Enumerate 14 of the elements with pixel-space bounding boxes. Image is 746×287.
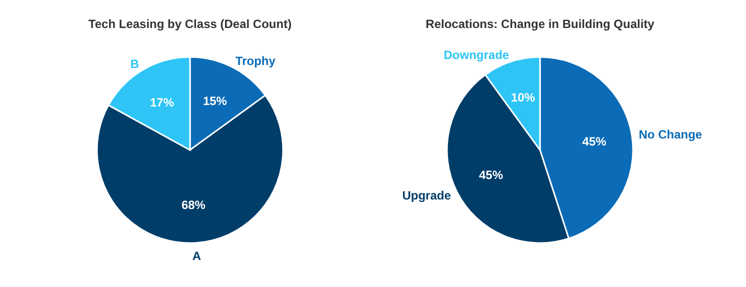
data-label: 45% [478,168,504,182]
slice-label: Downgrade [444,48,510,62]
slice-label: B [130,56,140,71]
data-label: 45% [582,134,607,148]
chart-title: Relocations: Change in Building Quality [426,17,655,31]
data-label: 10% [510,90,536,105]
chart-title: Tech Leasing by Class (Deal Count) [88,17,292,31]
data-label: 17% [150,96,174,110]
data-label: 15% [202,94,228,108]
slice-label: No Change [638,127,702,142]
data-label: 68% [181,198,206,212]
slice-label: Trophy [235,54,276,68]
slice-label: Upgrade [402,188,452,202]
slice-label: A [192,248,202,263]
